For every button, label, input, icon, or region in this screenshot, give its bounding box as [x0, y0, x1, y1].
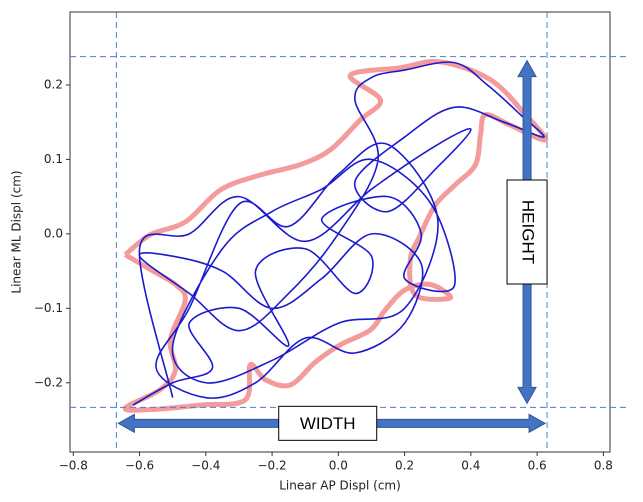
x-tick-label: −0.6 [125, 459, 154, 473]
x-tick-label: 0.2 [395, 459, 414, 473]
x-axis-label: Linear AP Displ (cm) [279, 479, 401, 493]
height-label-box [506, 179, 548, 285]
x-tick-label: 0.0 [329, 459, 348, 473]
y-tick-label: −0.1 [34, 301, 63, 315]
x-tick-label: −0.4 [191, 459, 220, 473]
y-axis-label: Linear ML Displ (cm) [10, 170, 24, 293]
y-tick-label: 0.0 [44, 226, 63, 240]
x-tick-label: 0.8 [594, 459, 613, 473]
sway-trace [132, 61, 545, 406]
y-tick-label: 0.2 [44, 77, 63, 91]
x-tick-label: −0.8 [59, 459, 88, 473]
width-label: WIDTH [300, 414, 356, 433]
plot-frame [69, 11, 611, 453]
y-tick-label: 0.1 [44, 152, 63, 166]
x-tick-label: 0.4 [461, 459, 480, 473]
width-label-box [278, 405, 378, 441]
y-tick-label: −0.2 [34, 375, 63, 389]
x-tick-label: 0.6 [528, 459, 547, 473]
x-tick-label: −0.2 [258, 459, 287, 473]
height-label: HEIGHT [519, 200, 538, 264]
